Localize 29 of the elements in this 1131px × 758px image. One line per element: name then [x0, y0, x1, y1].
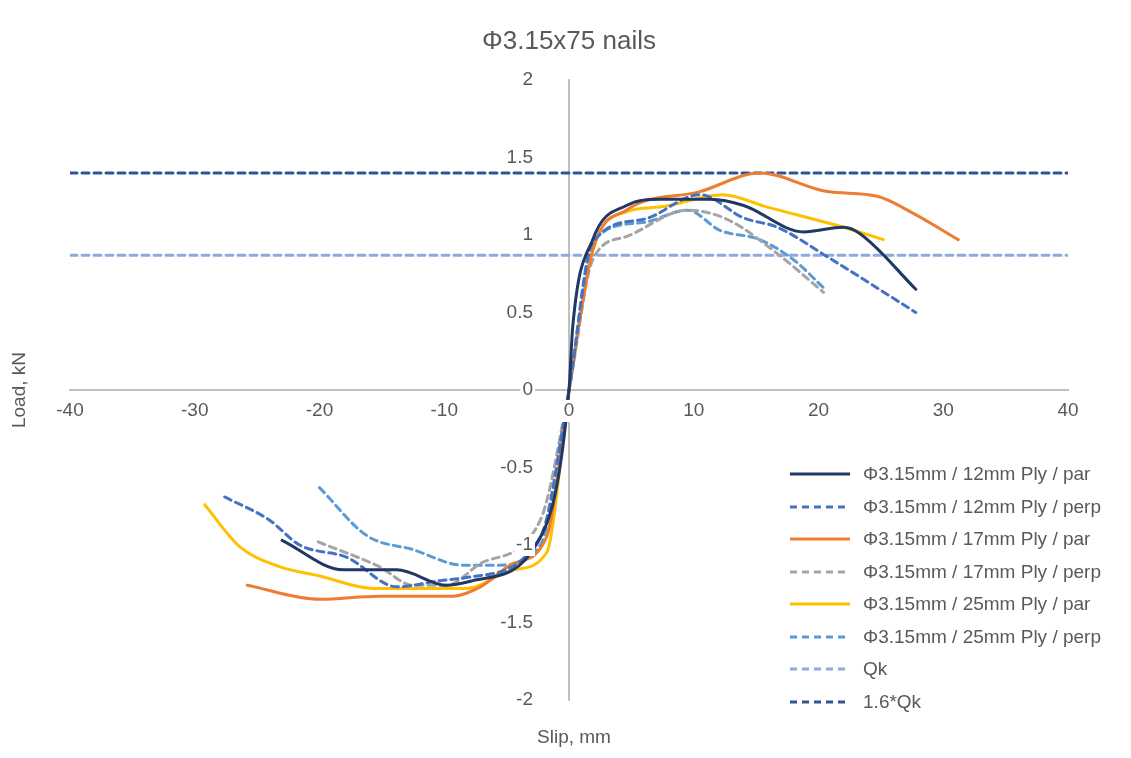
x-tick-label: 10: [683, 399, 705, 421]
y-tick-label: 1.5: [506, 145, 533, 167]
legend-label: Φ3.15mm / 12mm Ply / par: [863, 463, 1091, 486]
y-tick-label: -2: [516, 688, 533, 710]
x-tick-label: 40: [1057, 399, 1079, 421]
x-tick-label: 0: [563, 399, 575, 421]
legend-label: Φ3.15mm / 17mm Ply / perp: [863, 560, 1101, 583]
x-tick-label: -40: [56, 399, 84, 421]
legend-label: Φ3.15mm / 12mm Ply / perp: [863, 495, 1101, 518]
x-tick-label: -20: [305, 399, 334, 421]
y-axis-title: Load, kN: [8, 351, 30, 429]
y-tick-label: -1: [516, 533, 533, 555]
y-tick-label: 0.5: [506, 300, 533, 322]
legend-label: Φ3.15mm / 25mm Ply / par: [863, 593, 1091, 616]
legend-label: Φ3.15mm / 25mm Ply / perp: [863, 625, 1101, 648]
legend-label: 1.6*Qk: [863, 690, 922, 713]
x-tick-label: 30: [932, 399, 954, 421]
y-tick-label: 0: [522, 378, 533, 400]
x-tick-label: 20: [807, 399, 830, 421]
x-axis-title: Slip, mm: [537, 726, 611, 748]
x-tick-label: -30: [181, 399, 209, 421]
y-tick-label: 1: [522, 223, 533, 245]
legend-label: Φ3.15mm / 17mm Ply / par: [863, 528, 1091, 551]
x-tick-label: -10: [430, 399, 458, 421]
chart-title: Φ3.15x75 nails: [482, 25, 656, 56]
legend-label: Qk: [863, 658, 888, 681]
y-tick-label: -1.5: [500, 610, 533, 632]
y-tick-label: -0.5: [500, 455, 533, 477]
y-tick-label: 2: [522, 68, 533, 90]
